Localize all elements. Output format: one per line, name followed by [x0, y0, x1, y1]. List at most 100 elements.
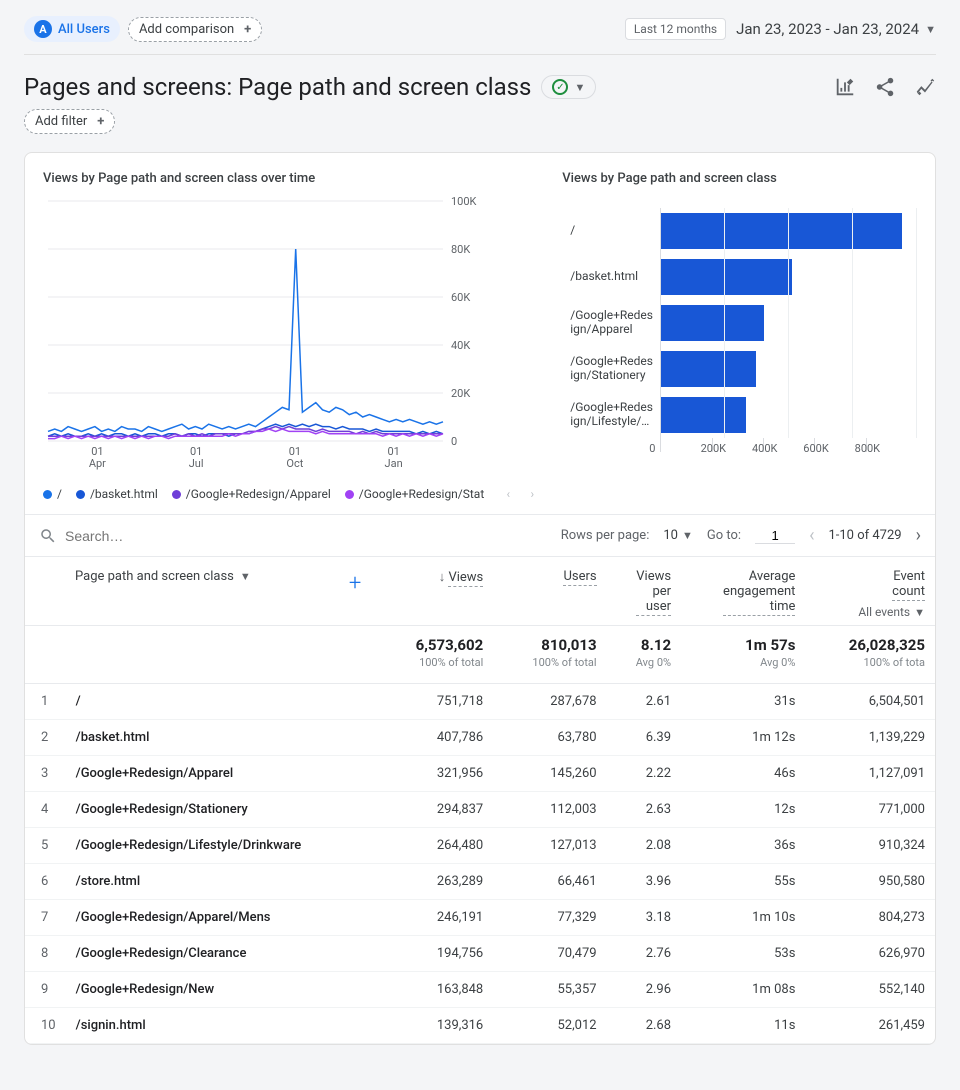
bar-chart[interactable]: / /basket.html /Google+Redesign/Apparel … — [562, 208, 917, 452]
date-preset-badge: Last 12 months — [625, 18, 726, 40]
report-card: Views by Page path and screen class over… — [24, 152, 936, 1045]
segment-letter-icon: A — [34, 20, 52, 38]
svg-text:80K: 80K — [451, 243, 470, 256]
segment-label: All Users — [58, 22, 110, 37]
next-page-button[interactable]: › — [916, 525, 921, 546]
bar-row[interactable]: /Google+Redesign/Lifestyle/… — [570, 392, 917, 438]
bar-rect — [661, 351, 755, 387]
svg-text:Jul: Jul — [189, 457, 204, 470]
page-info: 1-10 of 4729 — [828, 528, 901, 543]
table-row[interactable]: 6/store.html263,28966,4613.9655s950,580 — [25, 864, 935, 900]
goto-input[interactable] — [755, 528, 795, 544]
share-icon[interactable] — [874, 76, 896, 98]
svg-text:Oct: Oct — [286, 457, 303, 470]
chevron-down-icon: ▼ — [682, 529, 693, 542]
bar-row[interactable]: / — [570, 208, 917, 254]
segment-allusers-chip[interactable]: A All Users — [24, 16, 120, 42]
search-icon — [39, 527, 57, 545]
column-total: 26,028,325100% of tota — [805, 626, 935, 684]
plus-icon: + — [97, 114, 104, 129]
column-header[interactable]: Viewsperuser — [607, 557, 681, 626]
legend-dot-icon — [43, 490, 52, 499]
prev-page-button[interactable]: ‹ — [809, 525, 814, 546]
path-cell: /Google+Redesign/Stationery — [66, 792, 376, 828]
checkmark-icon: ✓ — [552, 79, 568, 95]
column-total: 810,013100% of total — [493, 626, 606, 684]
table-row[interactable]: 5/Google+Redesign/Lifestyle/Drinkware264… — [25, 828, 935, 864]
search-input[interactable] — [65, 528, 547, 544]
table-row[interactable]: 10/signin.html139,31652,0122.6811s261,45… — [25, 1008, 935, 1044]
data-table: Page path and screen class▼+ ↓ ViewsUsers… — [25, 557, 935, 1044]
svg-text:60K: 60K — [451, 291, 470, 304]
table-row[interactable]: 1/751,718287,6782.6131s6,504,501 — [25, 684, 935, 720]
path-cell: /Google+Redesign/Apparel/Mens — [66, 900, 376, 936]
column-total: 8.12Avg 0% — [607, 626, 681, 684]
add-dimension-button[interactable]: + — [349, 571, 361, 596]
table-row[interactable]: 2/basket.html407,78663,7806.391m 12s1,13… — [25, 720, 935, 756]
bar-label: /basket.html — [570, 270, 660, 284]
legend-item[interactable]: / — [43, 487, 62, 501]
column-header[interactable]: EventcountAll events ▼ — [805, 557, 935, 626]
customize-icon[interactable] — [834, 76, 856, 98]
add-comparison-chip[interactable]: Add comparison + — [128, 17, 262, 42]
svg-text:Jan: Jan — [385, 457, 403, 470]
path-cell: / — [66, 684, 376, 720]
bar-label: /Google+Redesign/Apparel — [570, 309, 660, 337]
path-cell: /Google+Redesign/Apparel — [66, 756, 376, 792]
report-topbar: A All Users Add comparison + Last 12 mon… — [24, 12, 936, 55]
path-cell: /basket.html — [66, 720, 376, 756]
legend-prev-button[interactable]: ‹ — [498, 484, 518, 504]
bar-rect — [661, 397, 746, 433]
metric-filter[interactable]: All events ▼ — [815, 605, 925, 619]
legend-next-button[interactable]: › — [522, 484, 542, 504]
date-range-picker[interactable]: Jan 23, 2023 - Jan 23, 2024 ▼ — [736, 20, 936, 38]
bar-row[interactable]: /Google+Redesign/Apparel — [570, 300, 917, 346]
barchart-title: Views by Page path and screen class — [562, 171, 917, 186]
bar-label: /Google+Redesign/Stationery — [570, 355, 660, 383]
legend-dot-icon — [172, 490, 181, 499]
chevron-down-icon: ▼ — [925, 23, 936, 36]
column-header[interactable]: Users — [493, 557, 606, 626]
linechart-legend: / /basket.html/Google+Redesign/Apparel/Go… — [43, 484, 542, 504]
legend-item[interactable]: /Google+Redesign/Apparel — [172, 487, 331, 501]
svg-text:100K: 100K — [451, 196, 477, 208]
table-row[interactable]: 7/Google+Redesign/Apparel/Mens246,19177,… — [25, 900, 935, 936]
line-chart[interactable]: 020K40K60K80K100K01Apr01Jul01Oct01Jan — [43, 196, 542, 476]
table-row[interactable]: 4/Google+Redesign/Stationery294,837112,0… — [25, 792, 935, 828]
linechart-title: Views by Page path and screen class over… — [43, 171, 542, 186]
bar-label: /Google+Redesign/Lifestyle/… — [570, 401, 660, 429]
bar-rect — [661, 213, 901, 249]
column-total: 6,573,602100% of total — [375, 626, 493, 684]
svg-text:20K: 20K — [451, 387, 470, 400]
table-row[interactable]: 8/Google+Redesign/Clearance194,75670,479… — [25, 936, 935, 972]
legend-item[interactable]: /basket.html — [76, 487, 158, 501]
table-controls: Rows per page: 10 ▼ Go to: ‹ 1-10 of 472… — [25, 514, 935, 557]
add-filter-chip[interactable]: Add filter + — [24, 109, 115, 134]
legend-dot-icon — [76, 490, 85, 499]
path-cell: /signin.html — [66, 1008, 376, 1044]
chevron-down-icon: ▼ — [914, 606, 925, 619]
table-row[interactable]: 9/Google+Redesign/New163,84855,3572.961m… — [25, 972, 935, 1008]
path-cell: /Google+Redesign/New — [66, 972, 376, 1008]
bar-row[interactable]: /basket.html — [570, 254, 917, 300]
table-row[interactable]: 3/Google+Redesign/Apparel321,956145,2602… — [25, 756, 935, 792]
legend-dot-icon — [345, 490, 354, 499]
column-header[interactable]: ↓ Views — [375, 557, 493, 626]
bar-rect — [661, 259, 791, 295]
path-cell: /store.html — [66, 864, 376, 900]
bar-row[interactable]: /Google+Redesign/Stationery — [570, 346, 917, 392]
status-badge[interactable]: ✓ ▼ — [541, 75, 596, 99]
path-cell: /Google+Redesign/Clearance — [66, 936, 376, 972]
insights-icon[interactable] — [914, 76, 936, 98]
path-cell: /Google+Redesign/Lifestyle/Drinkware — [66, 828, 376, 864]
legend-item[interactable]: /Google+Redesign/Stat — [345, 487, 484, 501]
svg-text:0: 0 — [451, 435, 457, 448]
dimension-picker[interactable]: Page path and screen class▼ — [35, 569, 365, 584]
svg-text:40K: 40K — [451, 339, 470, 352]
rows-per-page-select[interactable]: 10 ▼ — [663, 528, 693, 543]
column-header[interactable]: Averageengagementtime — [681, 557, 805, 626]
svg-text:Apr: Apr — [89, 457, 106, 470]
page-title: Pages and screens: Page path and screen … — [24, 73, 596, 101]
bar-rect — [661, 305, 764, 341]
chevron-down-icon: ▼ — [574, 81, 585, 94]
